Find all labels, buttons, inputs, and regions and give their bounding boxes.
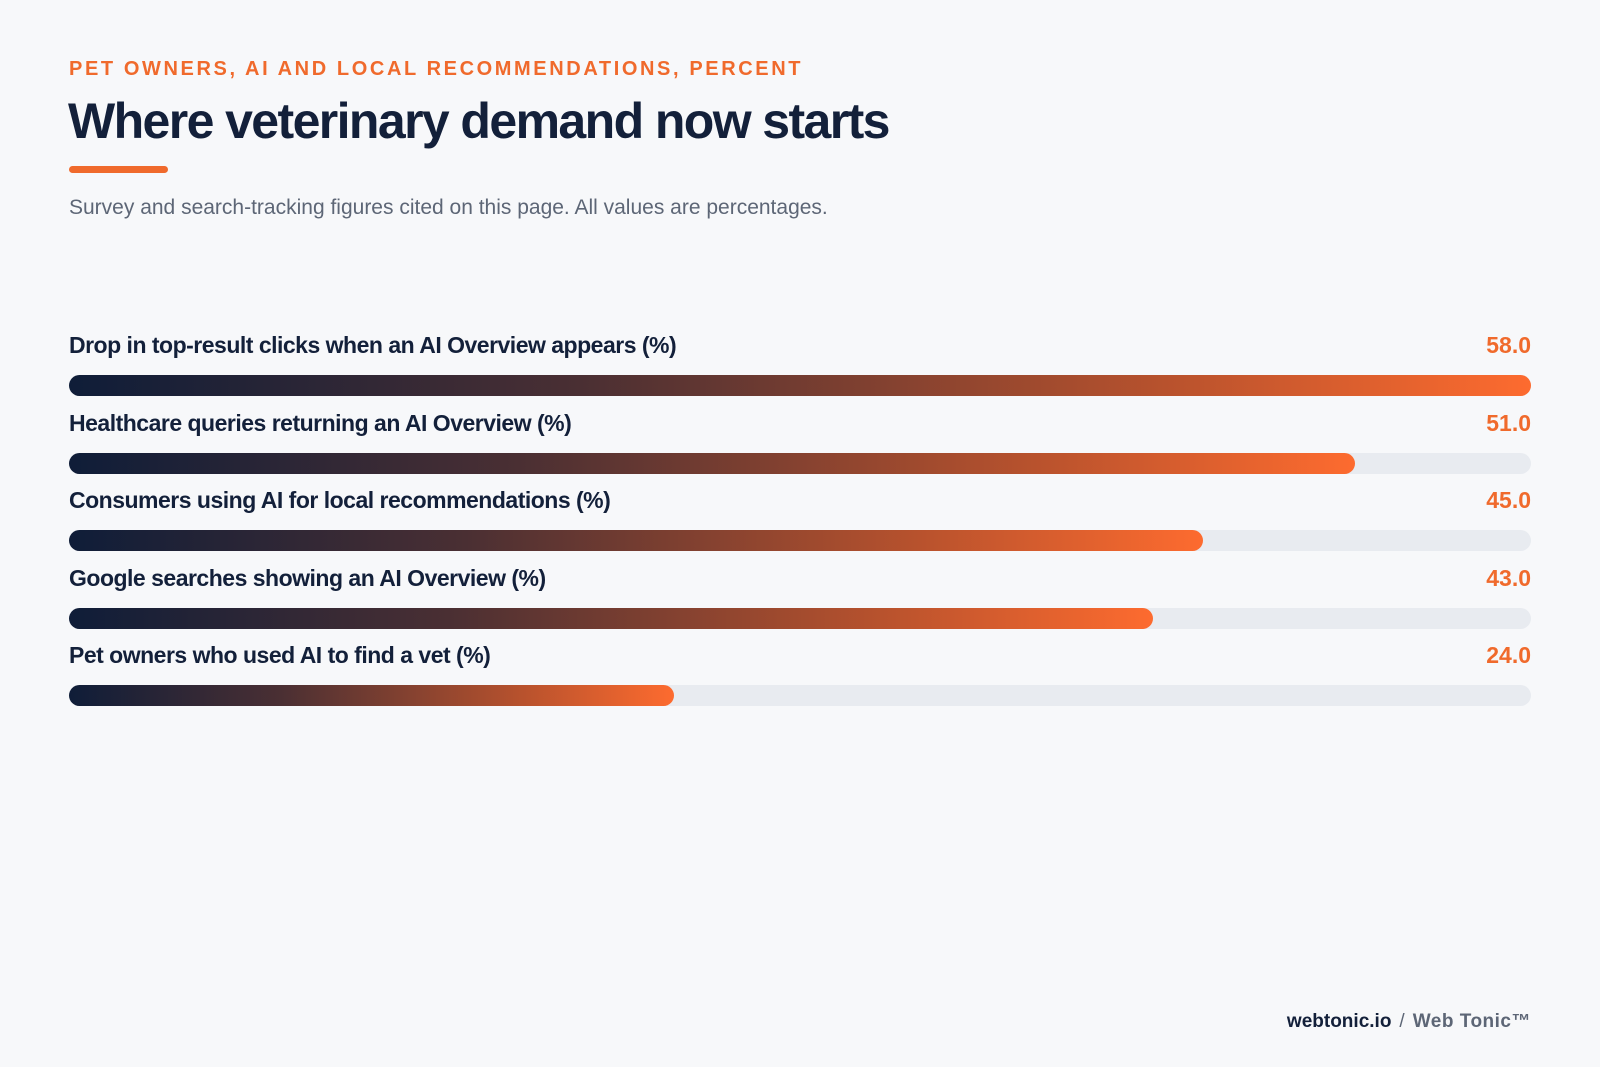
bar [69,452,1355,474]
bar [69,530,1204,551]
bar [69,375,1531,396]
bar [69,685,674,706]
bar-label: Drop in top-result clicks when an AI Ove… [69,332,677,358]
bar-track [69,607,1531,629]
bar-label: Healthcare queries returning an AI Overv… [69,409,572,436]
footer-separator: / [1399,1011,1405,1032]
bar-label: Pet owners who used AI to find a vet (%) [69,642,491,668]
eyebrow-label: PET OWNERS, AI AND LOCAL RECOMMENDATIONS… [69,58,804,80]
footer-credit: webtonic.io / Web Tonic™ [1287,1011,1531,1033]
page-subtitle: Survey and search-tracking figures cited… [69,196,828,219]
bar-track [69,530,1531,551]
bar-value-label: 24.0 [1486,642,1531,668]
bar-track [69,375,1531,396]
bar-track [69,685,1531,706]
footer-brand: Web Tonic™ [1412,1011,1531,1032]
page-title: Where veterinary demand now starts [68,93,890,149]
bar-value-label: 45.0 [1486,487,1531,513]
bar-value-label: 58.0 [1486,332,1531,358]
bar-value-label: 43.0 [1486,564,1531,591]
bar [69,607,1153,629]
bar-label: Consumers using AI for local recommendat… [69,487,611,513]
title-underline [69,166,168,173]
bar-track [69,452,1531,474]
footer-domain[interactable]: webtonic.io [1286,1011,1392,1032]
bar-value-label: 51.0 [1486,409,1531,436]
bar-label: Google searches showing an AI Overview (… [69,564,546,591]
